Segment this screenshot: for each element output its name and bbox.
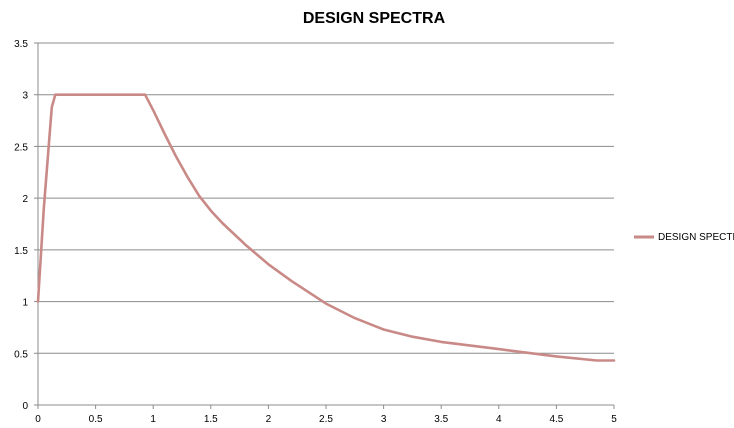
x-axis-ticks: 0 0.5 1 1.5 2 2.5 3 3.5 4 4.5 5 [35, 405, 617, 425]
y-tick-label-4: 2 [22, 194, 28, 205]
x-tick-label-9: 4.5 [549, 414, 563, 425]
x-tick-label-0: 0 [35, 414, 41, 425]
x-tick-label-7: 3.5 [434, 414, 448, 425]
legend: DESIGN SPECTRA [634, 232, 734, 243]
x-tick-label-5: 2.5 [319, 414, 333, 425]
y-tick-label-6: 3 [22, 91, 28, 102]
gridlines [38, 42, 614, 354]
x-tick-label-1: 0.5 [89, 414, 103, 425]
series-group [36, 93, 616, 362]
x-tick-label-2: 1 [150, 414, 156, 425]
legend-label: DESIGN SPECTRA [658, 232, 734, 243]
chart-title: DESIGN SPECTRA [303, 10, 446, 27]
x-tick-label-8: 4 [496, 414, 502, 425]
y-tick-label-3: 1.5 [14, 246, 28, 257]
y-tick-label-1: 0.5 [14, 349, 28, 360]
y-axis-ticks: 0 0.5 1 1.5 2 2.5 3 3.5 [14, 39, 38, 412]
x-tick-label-10: 5 [611, 414, 617, 425]
x-tick-label-6: 3 [381, 414, 387, 425]
x-tick-label-3: 1.5 [204, 414, 218, 425]
axes [37, 43, 614, 406]
y-tick-label-7: 3.5 [14, 39, 28, 50]
x-tick-label-4: 2 [266, 414, 272, 425]
series-line-0 [36, 93, 616, 362]
y-tick-label-5: 2.5 [14, 142, 28, 153]
y-tick-label-0: 0 [22, 401, 28, 412]
y-tick-label-2: 1 [22, 298, 28, 309]
